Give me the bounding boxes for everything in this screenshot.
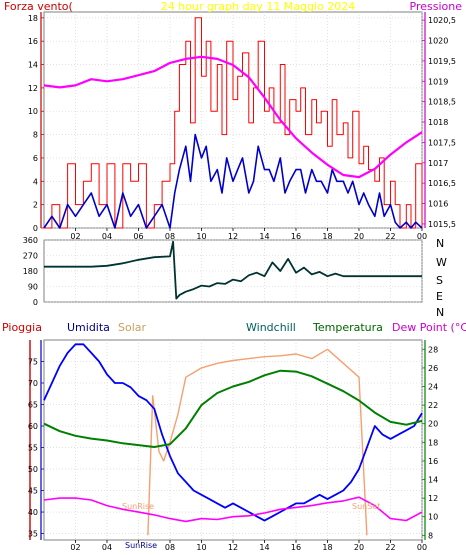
graph-title: 24 hour graph day 11 Maggio 2024 [161,0,356,13]
pressure-y-tick-label: 1019 [428,77,448,86]
pressure-label: Pressione [410,0,463,13]
compass-n-bottom: N [436,306,444,319]
wind-x-tick-label: 20 [354,232,364,241]
humidity-x-tick-label: 14 [259,543,269,552]
humidity-x-tick-label: 00 [417,543,427,552]
wind-y-tick-label: 14 [28,61,38,70]
sunrise-label: SunRise [122,502,154,511]
wind-x-tick-label: 06 [133,232,143,241]
temperature-y-tick-label: 10 [428,513,438,522]
wind-y-tick-label: 18 [28,14,38,23]
solar-line [147,348,368,536]
wind-x-tick-label: 10 [196,232,206,241]
legend-rain: Pioggia [2,321,42,334]
humidity-y-tick-label: 40 [28,508,38,517]
direction-line [44,240,422,300]
humidity-x-tick-label: 22 [385,543,395,552]
pressure-y-tick-label: 1020 [428,37,448,46]
wind-x-tick-label: 00 [417,232,427,241]
legend-dewpoint: Dew Point (°C) [392,321,466,334]
humidity-y-tick-label: 45 [28,487,38,496]
pressure-y-tick-label: 1018 [428,118,448,127]
temperature-y-tick-label: 26 [428,364,438,373]
humidity-y-tick-label: 50 [28,465,38,474]
wind-y-tick-label: 12 [28,84,38,93]
data-series [43,17,423,536]
legend-humidity: Umidita [67,321,110,334]
sunrise-axis-label: SunRise [125,541,157,550]
wind-y-tick-label: 8 [33,131,38,140]
wind-y-tick-label: 0 [33,224,38,233]
wind-x-tick-label: 18 [322,232,332,241]
wind-x-tick-label: 14 [259,232,269,241]
temperature-y-tick-label: 20 [428,420,438,429]
temperature-y-tick-label: 12 [428,494,438,503]
temperature-line [43,369,423,448]
wind-gust-line [44,17,423,229]
temperature-y-tick-label: 16 [428,457,438,466]
humidity-y-tick-label: 65 [28,401,38,410]
humidity-y-tick-label: 70 [28,379,38,388]
direction-y-tick-label: 180 [23,267,38,276]
humidity-x-tick-label: 02 [70,543,80,552]
compass-n-top: N [436,237,444,250]
temperature-y-tick-label: 28 [428,345,438,354]
wind-x-tick-label: 08 [165,232,175,241]
temperature-y-tick-label: 24 [428,383,438,392]
compass-w: W [436,256,447,269]
direction-y-tick-label: 0 [33,298,38,307]
legend-windchill: Windchill [246,321,296,334]
humidity-x-tick-label: 18 [322,543,332,552]
humidity-y-tick-label: 75 [28,358,38,367]
humidity-y-tick-label: 60 [28,422,38,431]
dewpoint-line [43,496,423,523]
temperature-y-tick-label: 22 [428,401,438,410]
temperature-y-tick-label: 18 [428,438,438,447]
pressure-y-tick-label: 1015,5 [428,220,456,229]
humidity-x-tick-label: 04 [102,543,112,552]
wind-x-tick-label: 02 [70,232,80,241]
temperature-y-tick-label: 8 [428,531,433,540]
pressure-y-tick-label: 1018,5 [428,98,456,107]
wind-x-tick-label: 12 [228,232,238,241]
compass-s: S [436,274,443,287]
pressure-y-tick-label: 1016,5 [428,179,456,188]
pressure-y-tick-label: 1020,5 [428,16,456,25]
humidity-y-tick-label: 55 [28,444,38,453]
humidity-x-tick-label: 08 [165,543,175,552]
humidity-x-tick-label: 16 [291,543,301,552]
pressure-y-tick-label: 1019,5 [428,57,456,66]
temperature-y-tick-label: 14 [428,476,438,485]
wind-x-tick-label: 04 [102,232,112,241]
direction-y-tick-label: 360 [23,236,38,245]
direction-y-tick-label: 270 [23,252,38,261]
wind-y-tick-label: 4 [33,177,38,186]
direction-y-tick-label: 90 [28,283,38,292]
wind-y-tick-label: 6 [33,154,38,163]
legend-temperature: Temperatura [312,321,383,334]
pressure-y-tick-label: 1017,5 [428,138,456,147]
pressure-line [43,55,423,179]
wind-y-tick-label: 16 [28,37,38,46]
wind-x-tick-label: 16 [291,232,301,241]
legend-solar: Solar [118,321,147,334]
wind-y-tick-label: 10 [28,107,38,116]
wind-average-line [43,133,423,229]
humidity-x-tick-label: 20 [354,543,364,552]
wind-speed-label: Forza vento( [4,0,73,13]
humidity-y-tick-label: 35 [28,530,38,539]
humidity-line [43,343,423,522]
compass-e: E [436,290,443,303]
humidity-x-tick-label: 10 [196,543,206,552]
wind-y-tick-label: 2 [33,201,38,210]
pressure-y-tick-label: 1016 [428,200,448,209]
tick-labels: 02 04 06 08 10 12 14 16 18 20 22 000246810121416181… [23,14,456,552]
sunset-label: SunSet [352,502,380,511]
humidity-x-tick-label: 12 [228,543,238,552]
pressure-y-tick-label: 1017 [428,159,448,168]
wind-x-tick-label: 22 [385,232,395,241]
